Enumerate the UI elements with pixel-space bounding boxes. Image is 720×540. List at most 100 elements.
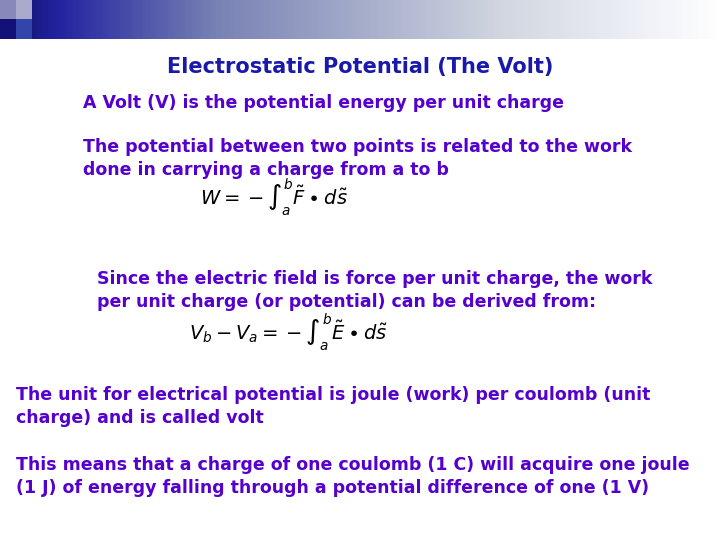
Bar <box>65 0 67 39</box>
Bar <box>137 0 139 39</box>
Text: A Volt (V) is the potential energy per unit charge: A Volt (V) is the potential energy per u… <box>83 94 564 112</box>
Bar <box>662 0 665 39</box>
Bar <box>257 0 259 39</box>
Bar <box>437 0 439 39</box>
Bar <box>16 19 32 39</box>
Bar <box>454 0 456 39</box>
Bar <box>670 0 672 39</box>
Bar <box>365 0 367 39</box>
Bar <box>482 0 485 39</box>
Bar <box>564 0 567 39</box>
Bar <box>166 0 168 39</box>
Bar <box>619 0 621 39</box>
Bar <box>221 0 223 39</box>
Bar <box>120 0 122 39</box>
Bar <box>144 0 146 39</box>
Bar <box>569 0 571 39</box>
Bar <box>432 0 434 39</box>
Bar <box>583 0 585 39</box>
Bar <box>607 0 610 39</box>
Bar <box>55 0 58 39</box>
Bar <box>718 0 720 39</box>
Text: Electrostatic Potential (The Volt): Electrostatic Potential (The Volt) <box>167 57 553 77</box>
Bar <box>367 0 369 39</box>
Bar <box>300 0 302 39</box>
Bar <box>153 0 156 39</box>
Bar <box>14 0 17 39</box>
Bar <box>199 0 202 39</box>
Bar <box>322 0 324 39</box>
Bar <box>686 0 689 39</box>
Bar <box>99 0 101 39</box>
Bar <box>571 0 574 39</box>
Text: This means that a charge of one coulomb (1 C) will acquire one joule
(1 J) of en: This means that a charge of one coulomb … <box>16 456 690 497</box>
Bar <box>504 0 506 39</box>
Bar <box>691 0 693 39</box>
Bar <box>552 0 554 39</box>
Bar <box>259 0 261 39</box>
Bar <box>665 0 667 39</box>
Bar <box>372 0 374 39</box>
Bar <box>588 0 590 39</box>
Bar <box>408 0 410 39</box>
Bar <box>379 0 382 39</box>
Bar <box>650 0 653 39</box>
Bar <box>228 0 230 39</box>
Bar <box>230 0 233 39</box>
Bar <box>238 0 240 39</box>
Bar <box>333 0 336 39</box>
Bar <box>324 0 326 39</box>
Bar <box>679 0 682 39</box>
Bar <box>410 0 413 39</box>
Bar <box>470 0 473 39</box>
Bar <box>192 0 194 39</box>
Bar <box>629 0 631 39</box>
Bar <box>348 0 351 39</box>
Bar <box>113 0 115 39</box>
Bar <box>430 0 432 39</box>
Bar <box>7 0 9 39</box>
Bar <box>58 0 60 39</box>
Bar <box>27 0 29 39</box>
Bar <box>233 0 235 39</box>
Bar <box>466 0 468 39</box>
Bar <box>401 0 403 39</box>
Bar <box>63 0 65 39</box>
Bar <box>706 0 708 39</box>
Bar <box>132 0 135 39</box>
Bar <box>526 0 528 39</box>
Bar <box>398 0 401 39</box>
Bar <box>461 0 463 39</box>
Bar <box>626 0 629 39</box>
Bar <box>2 0 5 39</box>
Bar <box>103 0 106 39</box>
Bar <box>197 0 199 39</box>
Bar <box>67 0 70 39</box>
Bar <box>446 0 449 39</box>
Bar <box>353 0 355 39</box>
Bar <box>53 0 55 39</box>
Bar <box>216 0 218 39</box>
Bar <box>283 0 286 39</box>
Bar <box>72 0 74 39</box>
Bar <box>369 0 372 39</box>
Bar <box>701 0 703 39</box>
Bar <box>0 0 16 19</box>
Bar <box>477 0 480 39</box>
Bar <box>168 0 171 39</box>
Bar <box>122 0 125 39</box>
Bar <box>540 0 542 39</box>
Bar <box>377 0 379 39</box>
Bar <box>115 0 117 39</box>
Bar <box>19 0 22 39</box>
Bar <box>17 0 19 39</box>
Bar <box>427 0 430 39</box>
Bar <box>178 0 180 39</box>
Bar <box>243 0 245 39</box>
Bar <box>171 0 173 39</box>
Bar <box>441 0 444 39</box>
Bar <box>202 0 204 39</box>
Bar <box>271 0 274 39</box>
Bar <box>279 0 281 39</box>
Bar <box>403 0 405 39</box>
